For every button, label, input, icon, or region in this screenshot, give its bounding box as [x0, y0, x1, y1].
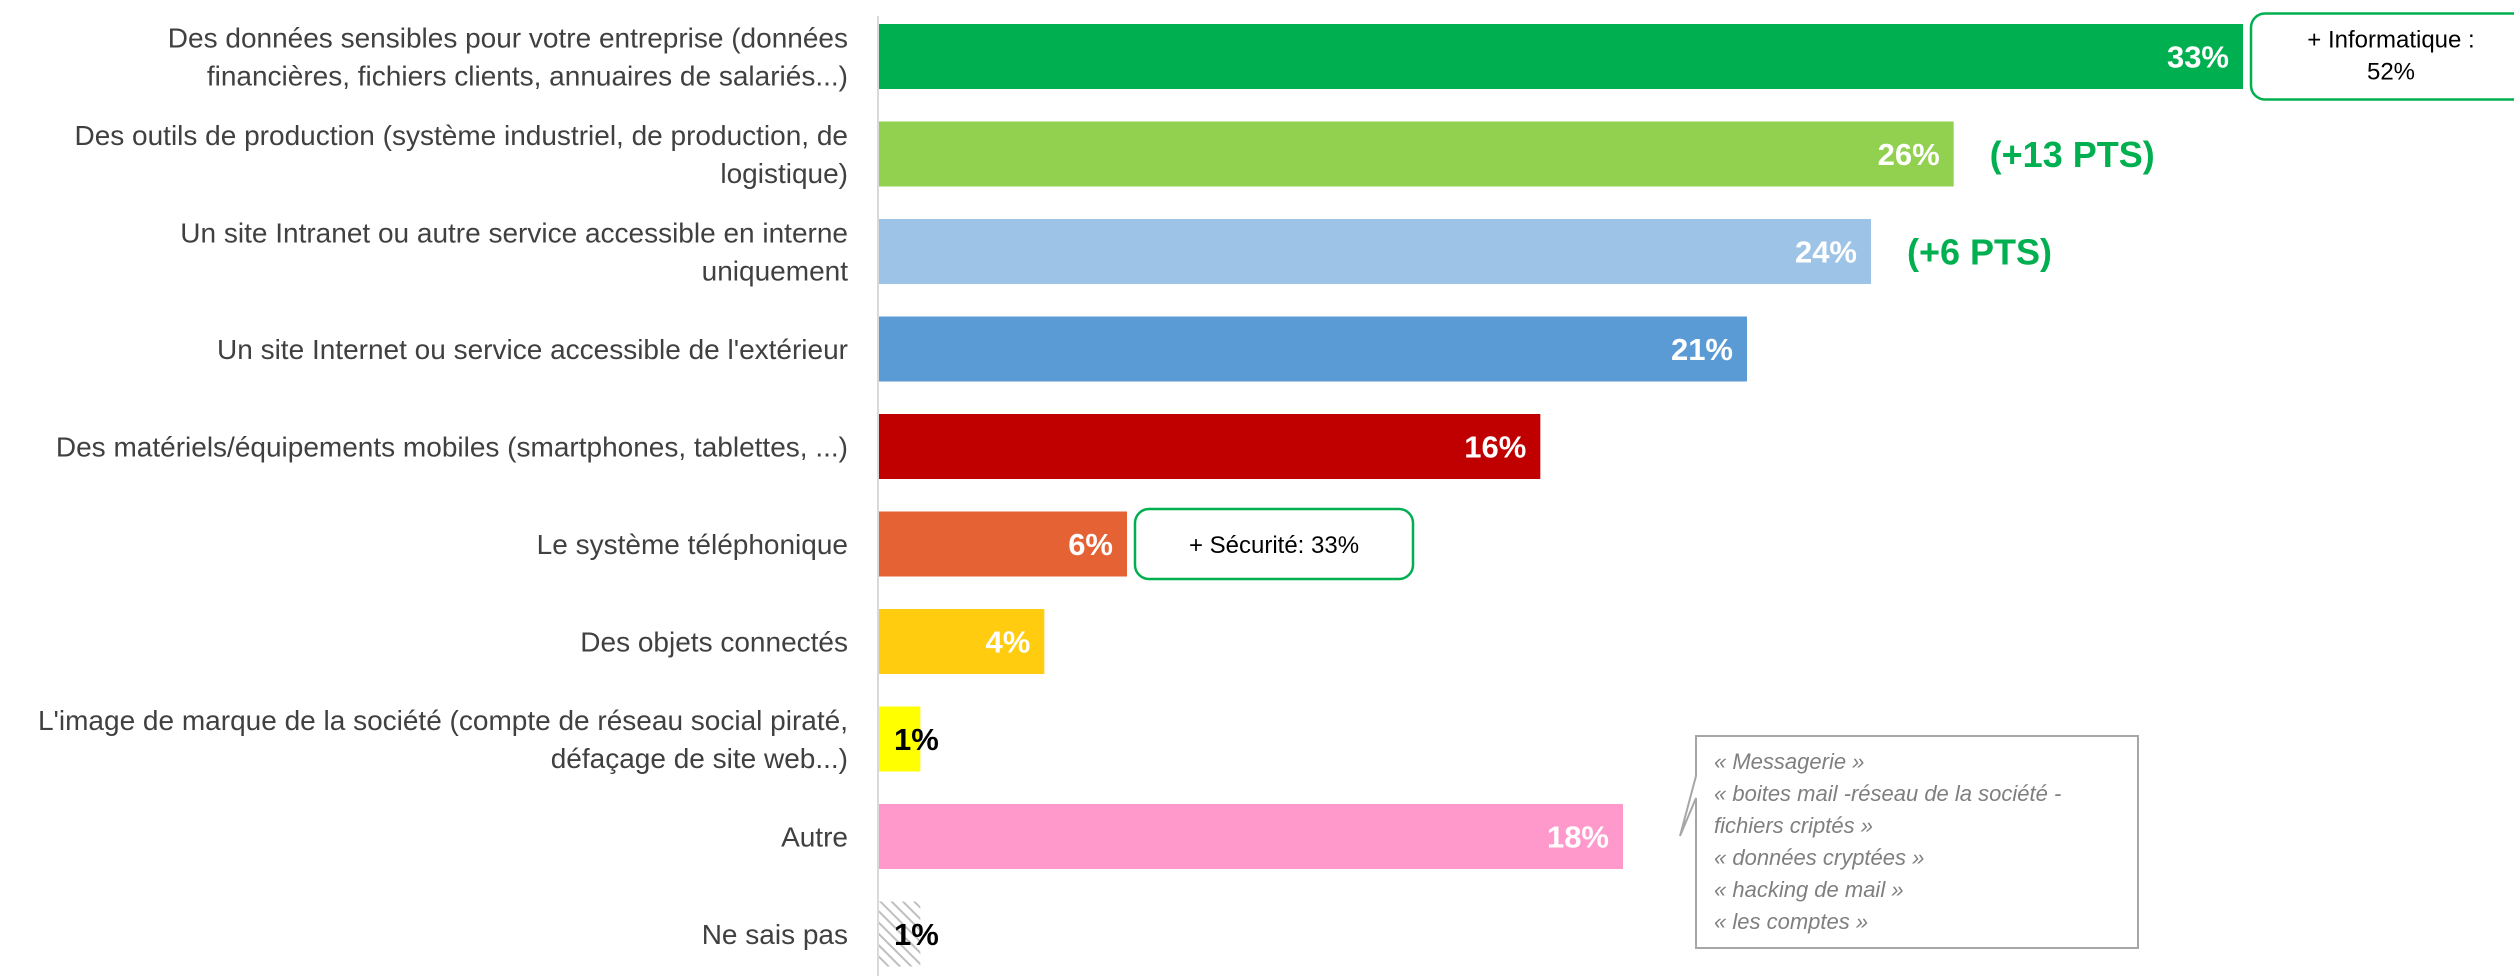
data-label: 4%	[986, 625, 1031, 660]
data-label: 1%	[894, 917, 939, 952]
category-label: Des matériels/équipements mobiles (smart…	[56, 432, 848, 463]
callout-box	[2249, 12, 2514, 101]
category-label: Des outils de production (système indust…	[74, 120, 848, 151]
comment-box	[1679, 735, 2139, 949]
category-label: financières, fichiers clients, annuaires…	[207, 61, 848, 92]
category-label: Le système téléphonique	[537, 529, 848, 560]
callout-text: + Sécurité: 33%	[1189, 532, 1359, 559]
comment-line: « les comptes »	[1714, 909, 1868, 934]
bar	[879, 414, 1541, 479]
category-label: logistique)	[720, 158, 848, 189]
category-label: Autre	[781, 822, 848, 853]
bar	[879, 609, 1045, 674]
category-label: Ne sais pas	[702, 919, 848, 950]
bar	[879, 219, 1871, 284]
data-label: 26%	[1878, 137, 1940, 172]
callout-box	[1133, 507, 1415, 581]
comment-line: « données cryptées »	[1714, 845, 1924, 870]
data-label: 16%	[1464, 430, 1526, 465]
data-label: 6%	[1068, 527, 1113, 562]
bar	[879, 24, 2243, 89]
comment-line: « boites mail -réseau de la société -	[1714, 781, 2061, 806]
data-label: 18%	[1547, 820, 1609, 855]
bar	[879, 511, 1127, 577]
comment-line: « hacking de mail »	[1714, 877, 1904, 902]
category-label: uniquement	[702, 256, 849, 287]
bar	[879, 121, 1954, 187]
data-label: 24%	[1795, 235, 1857, 270]
bar	[879, 316, 1747, 382]
comment-line: « Messagerie »	[1714, 749, 1864, 774]
data-label: 33%	[2167, 40, 2229, 75]
category-label: Des données sensibles pour votre entrepr…	[168, 23, 848, 54]
callout-text: + Informatique :	[2307, 27, 2474, 54]
callout-text: 52%	[2367, 59, 2415, 86]
category-label: Un site Intranet ou autre service access…	[180, 218, 848, 249]
category-label: Un site Internet ou service accessible d…	[217, 334, 848, 365]
comment-line: fichiers criptés »	[1714, 813, 1873, 838]
bar	[879, 901, 921, 967]
bar	[879, 804, 1623, 869]
category-label: défaçage de site web...)	[551, 743, 848, 774]
category-label: Des objets connectés	[580, 627, 848, 658]
points-annotation: (+13 PTS)	[1990, 134, 2155, 175]
data-label: 1%	[894, 722, 939, 757]
data-label: 21%	[1671, 332, 1733, 367]
bars: Des données sensibles pour votre entrepr…	[38, 12, 2514, 967]
points-annotation: (+6 PTS)	[1907, 232, 2052, 273]
category-label: L'image de marque de la société (compte …	[38, 705, 848, 736]
bar	[879, 706, 921, 772]
